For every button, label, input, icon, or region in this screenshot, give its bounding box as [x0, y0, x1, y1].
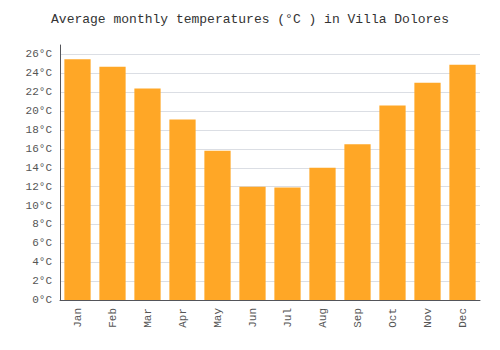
- svg-text:Dec: Dec: [457, 308, 469, 328]
- svg-text:Average monthly temperatures (: Average monthly temperatures (°C ) in Vi…: [51, 12, 449, 27]
- svg-text:Sep: Sep: [352, 308, 364, 328]
- svg-text:Aug: Aug: [317, 308, 329, 328]
- svg-text:2°C: 2°C: [32, 275, 52, 287]
- svg-text:May: May: [212, 308, 224, 328]
- svg-text:8°C: 8°C: [32, 218, 52, 230]
- svg-text:Nov: Nov: [422, 308, 434, 328]
- svg-text:Mar: Mar: [142, 308, 154, 328]
- svg-text:4°C: 4°C: [32, 256, 52, 268]
- svg-text:Feb: Feb: [107, 308, 119, 328]
- svg-text:Jan: Jan: [72, 308, 84, 328]
- svg-text:26°C: 26°C: [26, 48, 53, 60]
- svg-text:16°C: 16°C: [26, 143, 53, 155]
- svg-text:6°C: 6°C: [32, 237, 52, 249]
- svg-text:Apr: Apr: [177, 308, 189, 328]
- svg-text:20°C: 20°C: [26, 105, 53, 117]
- svg-text:Oct: Oct: [387, 308, 399, 328]
- svg-text:22°C: 22°C: [26, 86, 53, 98]
- svg-text:18°C: 18°C: [26, 124, 53, 136]
- svg-text:0°C: 0°C: [32, 294, 52, 306]
- svg-text:Jul: Jul: [282, 308, 294, 328]
- svg-text:12°C: 12°C: [26, 181, 53, 193]
- svg-text:10°C: 10°C: [26, 200, 53, 212]
- svg-text:Jun: Jun: [247, 308, 259, 328]
- svg-text:14°C: 14°C: [26, 162, 53, 174]
- svg-text:24°C: 24°C: [26, 67, 53, 79]
